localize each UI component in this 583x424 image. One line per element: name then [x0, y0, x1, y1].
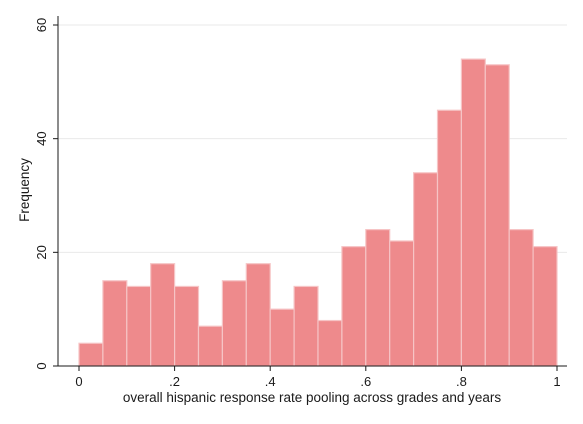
histogram-bar [389, 240, 415, 367]
histogram-bar [508, 229, 534, 367]
histogram-bar [150, 263, 176, 367]
axes [53, 16, 567, 371]
x-tick-label: .2 [169, 374, 180, 389]
histogram-bar [365, 229, 391, 367]
histogram-bar [413, 172, 439, 367]
histogram-bar [317, 319, 343, 367]
histogram-bar [197, 325, 223, 367]
histogram-bars [78, 58, 558, 367]
x-tick-label: .8 [456, 374, 467, 389]
histogram-bar [126, 285, 152, 367]
histogram-bar [460, 58, 486, 367]
y-tick-label: 20 [34, 245, 49, 259]
histogram-bar [245, 263, 271, 367]
histogram-bar [484, 64, 510, 367]
histogram-bar [78, 342, 104, 367]
histogram-bar [269, 308, 295, 367]
histogram-bar [174, 285, 200, 367]
y-tick-label: 40 [34, 131, 49, 145]
histogram-bar [293, 285, 319, 367]
y-tick-label: 0 [34, 362, 49, 369]
x-tick-label: .6 [360, 374, 371, 389]
histogram-bar [221, 280, 247, 367]
x-tick-label: 0 [75, 374, 82, 389]
histogram-bar [102, 280, 128, 367]
y-tick-label: 60 [34, 18, 49, 32]
tick-labels: 0 20 40 60 0 .2 .4 .6 .8 1 [34, 18, 561, 389]
histogram-bar [532, 246, 558, 367]
x-tick-label: .4 [265, 374, 276, 389]
histogram-bar [436, 109, 462, 367]
x-tick-label: 1 [553, 374, 560, 389]
x-axis-title: overall hispanic response rate pooling a… [123, 390, 501, 405]
histogram-bar [341, 246, 367, 367]
y-axis-title: Frequency [17, 158, 32, 222]
